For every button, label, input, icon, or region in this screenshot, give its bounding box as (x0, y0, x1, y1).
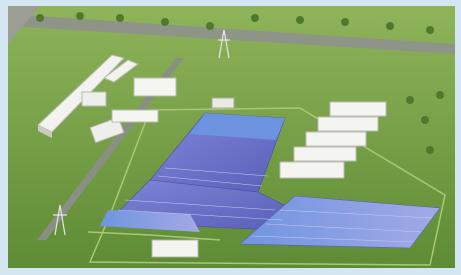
page (0, 0, 461, 275)
solar-farm-scene (0, 0, 461, 275)
building-small (152, 240, 198, 257)
